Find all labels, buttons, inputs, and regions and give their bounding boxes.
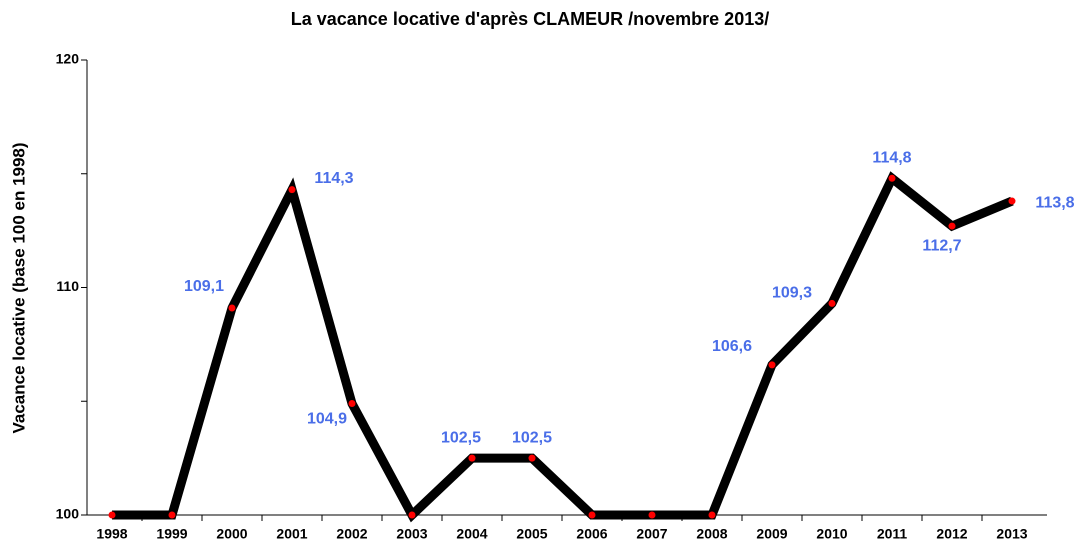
value-label: 109,1: [184, 278, 224, 295]
value-label: 104,9: [307, 411, 347, 428]
y-tick-label: 100: [56, 506, 80, 522]
marker: [168, 511, 176, 519]
x-tick-label: 2012: [936, 526, 967, 542]
marker: [348, 400, 356, 408]
value-label: 114,8: [872, 150, 911, 167]
marker: [708, 511, 716, 519]
line: [112, 171, 1014, 523]
marker: [648, 511, 656, 519]
x-tick-label: 2011: [877, 526, 908, 542]
x-tick-label: 2000: [216, 526, 247, 542]
marker: [228, 304, 236, 312]
y-axis-title: Vacance locative (base 100 en 1998): [9, 142, 28, 433]
marker: [588, 511, 596, 519]
marker: [468, 454, 476, 462]
value-label: 106,6: [712, 338, 752, 355]
marker: [948, 222, 956, 230]
chart-title: La vacance locative d'après CLAMEUR /nov…: [291, 9, 769, 29]
y-tick-label: 110: [56, 278, 79, 294]
x-tick-label: 2006: [576, 526, 607, 542]
x-tick-label: 2002: [336, 526, 367, 542]
x-tick-label: 2005: [516, 526, 547, 542]
x-tick-label: 2003: [396, 526, 427, 542]
y-tick-label: 120: [56, 51, 80, 67]
x-tick-label: 2013: [996, 526, 1027, 542]
value-label: 102,5: [441, 429, 481, 446]
marker: [888, 174, 896, 182]
x-tick-label: 1998: [96, 526, 127, 542]
value-label: 114,3: [314, 170, 353, 187]
x-tick-label: 2008: [696, 526, 727, 542]
marker: [288, 186, 296, 194]
x-tick-label: 2010: [816, 526, 847, 542]
value-label: 113,8: [1035, 194, 1074, 211]
value-label: 109,3: [772, 285, 812, 302]
value-label: 112,7: [922, 237, 961, 254]
x-tick-label: 1999: [156, 526, 187, 542]
marker: [108, 511, 116, 519]
x-tick-label: 2009: [756, 526, 787, 542]
marker: [1008, 197, 1016, 205]
marker: [768, 361, 776, 369]
x-tick-label: 2001: [276, 526, 307, 542]
value-label: 102,5: [512, 429, 552, 446]
x-tick-label: 2007: [636, 526, 667, 542]
x-tick-label: 2004: [456, 526, 487, 542]
marker: [828, 299, 836, 307]
marker: [408, 511, 416, 519]
marker: [528, 454, 536, 462]
